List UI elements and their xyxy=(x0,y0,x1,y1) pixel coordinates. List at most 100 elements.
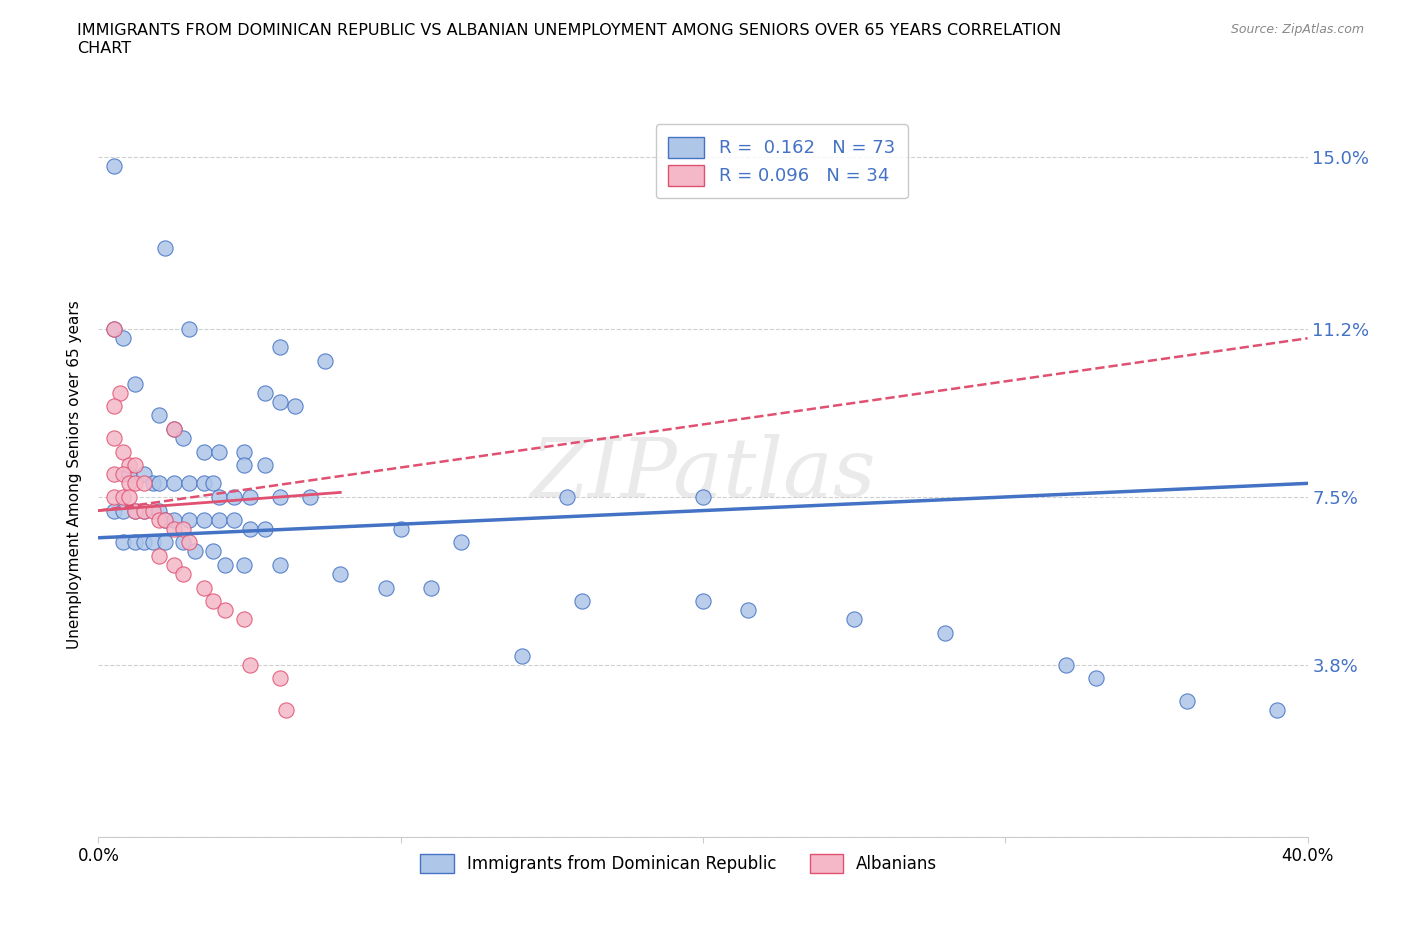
Text: IMMIGRANTS FROM DOMINICAN REPUBLIC VS ALBANIAN UNEMPLOYMENT AMONG SENIORS OVER 6: IMMIGRANTS FROM DOMINICAN REPUBLIC VS AL… xyxy=(77,23,1062,56)
Point xyxy=(103,399,125,414)
Point xyxy=(163,421,186,436)
Point xyxy=(208,512,231,527)
Point xyxy=(389,521,412,536)
Legend: Immigrants from Dominican Republic, Albanians: Immigrants from Dominican Republic, Alba… xyxy=(406,841,950,886)
Point xyxy=(224,512,246,527)
Point xyxy=(420,580,443,595)
Point xyxy=(253,385,276,400)
Point xyxy=(232,558,254,573)
Point xyxy=(124,535,146,550)
Point xyxy=(179,535,201,550)
Point xyxy=(142,476,165,491)
Point xyxy=(108,385,131,400)
Point xyxy=(737,603,759,618)
Point xyxy=(374,580,396,595)
Point xyxy=(1085,671,1108,685)
Point xyxy=(118,467,141,482)
Point xyxy=(132,467,155,482)
Point xyxy=(132,476,155,491)
Point xyxy=(232,458,254,472)
Point xyxy=(179,512,201,527)
Point xyxy=(103,503,125,518)
Point xyxy=(269,558,291,573)
Point xyxy=(153,535,176,550)
Point xyxy=(314,353,336,368)
Point xyxy=(103,322,125,337)
Point xyxy=(239,658,262,672)
Point xyxy=(142,503,165,518)
Point xyxy=(253,521,276,536)
Point xyxy=(571,594,593,609)
Point xyxy=(118,476,141,491)
Point xyxy=(103,322,125,337)
Point xyxy=(1267,703,1289,718)
Point xyxy=(153,240,176,255)
Y-axis label: Unemployment Among Seniors over 65 years: Unemployment Among Seniors over 65 years xyxy=(67,300,83,649)
Point xyxy=(103,489,125,504)
Text: Source: ZipAtlas.com: Source: ZipAtlas.com xyxy=(1230,23,1364,36)
Point xyxy=(232,612,254,627)
Point xyxy=(103,158,125,173)
Point xyxy=(163,512,186,527)
Point xyxy=(163,476,186,491)
Point xyxy=(118,458,141,472)
Point xyxy=(274,703,297,718)
Point xyxy=(193,512,215,527)
Point xyxy=(111,503,134,518)
Point xyxy=(202,544,225,559)
Point xyxy=(299,489,322,504)
Point xyxy=(224,489,246,504)
Point xyxy=(184,544,207,559)
Point xyxy=(142,535,165,550)
Point xyxy=(111,489,134,504)
Point xyxy=(132,503,155,518)
Point xyxy=(193,445,215,459)
Point xyxy=(692,489,714,504)
Point xyxy=(132,503,155,518)
Point xyxy=(1054,658,1077,672)
Point xyxy=(232,445,254,459)
Point xyxy=(163,421,186,436)
Point xyxy=(124,476,146,491)
Point xyxy=(179,476,201,491)
Point xyxy=(153,512,176,527)
Point xyxy=(172,431,194,445)
Point xyxy=(239,489,262,504)
Point xyxy=(239,521,262,536)
Point xyxy=(124,503,146,518)
Point xyxy=(269,394,291,409)
Point xyxy=(103,467,125,482)
Point xyxy=(172,566,194,581)
Point xyxy=(124,503,146,518)
Point xyxy=(103,431,125,445)
Point xyxy=(193,476,215,491)
Point xyxy=(148,408,170,423)
Point xyxy=(253,458,276,472)
Point xyxy=(163,521,186,536)
Point xyxy=(179,322,201,337)
Point xyxy=(202,594,225,609)
Point xyxy=(124,458,146,472)
Point xyxy=(132,535,155,550)
Point xyxy=(163,558,186,573)
Point xyxy=(148,503,170,518)
Point xyxy=(118,489,141,504)
Point xyxy=(153,512,176,527)
Point xyxy=(450,535,472,550)
Point xyxy=(214,603,236,618)
Point xyxy=(111,535,134,550)
Point xyxy=(329,566,352,581)
Point xyxy=(510,648,533,663)
Point xyxy=(172,535,194,550)
Point xyxy=(1175,694,1198,709)
Point xyxy=(202,476,225,491)
Text: ZIPatlas: ZIPatlas xyxy=(530,434,876,514)
Point xyxy=(172,521,194,536)
Point xyxy=(148,549,170,564)
Point xyxy=(934,626,956,641)
Point xyxy=(844,612,866,627)
Point xyxy=(208,445,231,459)
Point xyxy=(269,671,291,685)
Point xyxy=(148,512,170,527)
Point xyxy=(111,331,134,346)
